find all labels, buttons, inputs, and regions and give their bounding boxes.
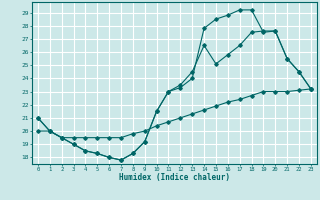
X-axis label: Humidex (Indice chaleur): Humidex (Indice chaleur) xyxy=(119,173,230,182)
